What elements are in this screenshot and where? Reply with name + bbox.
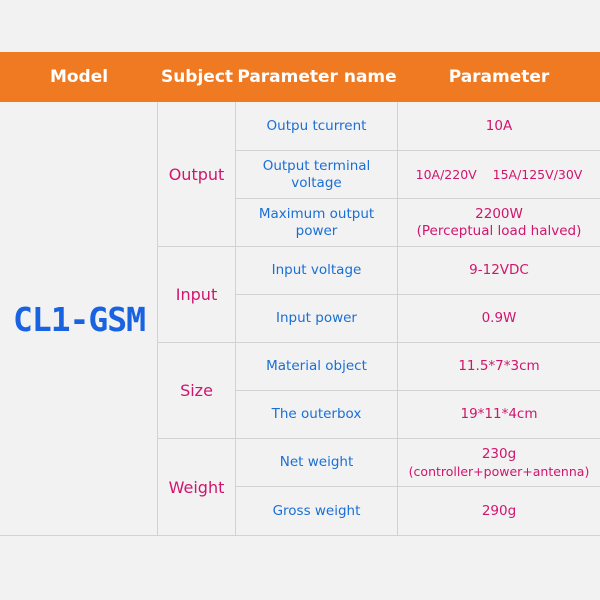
header-model: Model (49, 67, 109, 87)
grid-line (157, 438, 600, 439)
grid-line (235, 390, 600, 391)
param-name-input-voltage: Input voltage (271, 262, 362, 278)
param-name-gross-weight: Gross weight (272, 502, 361, 519)
desc-line: (Perceptual load halved) (416, 222, 582, 239)
param-desc-input-power: 0.9W (398, 295, 600, 342)
param-name-output-terminal-voltage: Output terminal voltage (262, 157, 371, 191)
param-name-material-object: Material object (266, 358, 367, 374)
grid-line (157, 102, 158, 536)
param-desc-material-object: 11.5*7*3cm (398, 343, 600, 390)
desc-line: 2200W (475, 205, 523, 222)
grid-line (235, 102, 236, 536)
desc-line: 10A/220V 15A/125V/30V (415, 167, 583, 182)
param-desc-net-weight: 230g (controller+power+antenna) (398, 439, 600, 486)
param-name-maximum-output-power: Maximum output power (258, 205, 375, 239)
header-parameter-description: Parameter description (445, 67, 553, 137)
subject-size: Size (180, 381, 213, 400)
table-header-bar (0, 52, 600, 102)
param-desc-gross-weight: 290g (398, 487, 600, 535)
grid-line (0, 535, 600, 536)
param-desc-outerbox: 19*11*4cm (398, 391, 600, 438)
desc-line: 290g (481, 502, 517, 519)
grid-line (157, 246, 600, 247)
header-subject: Subject (160, 67, 234, 87)
param-name-output-current: Outpu tcurrent (266, 117, 367, 134)
grid-line (235, 486, 600, 487)
desc-line: 230g (481, 445, 517, 462)
param-desc-output-terminal-voltage: 10A/220V 15A/125V/30V (398, 151, 600, 198)
param-name-net-weight: Net weight (279, 454, 354, 470)
desc-line: 10A (485, 117, 513, 134)
grid-line (235, 150, 600, 151)
desc-line: 19*11*4cm (460, 406, 538, 422)
param-desc-output-current: 10A (398, 102, 600, 150)
desc-line: 0.9W (481, 310, 517, 326)
model-name: CL1-GSM (12, 299, 146, 339)
subject-output: Output (168, 164, 225, 184)
grid-line (235, 294, 600, 295)
grid-line (397, 102, 398, 536)
param-name-input-power: Input power (276, 310, 357, 326)
grid-line (157, 342, 600, 343)
subject-input: Input (175, 285, 218, 304)
header-parameter-name: Parameter name (237, 67, 397, 87)
desc-line: 9-12VDC (469, 262, 529, 278)
desc-line: 11.5*7*3cm (458, 358, 540, 374)
param-name-outerbox: The outerbox (271, 406, 362, 422)
desc-line: (controller+power+antenna) (408, 463, 590, 479)
param-desc-maximum-output-power: 2200W (Perceptual load halved) (398, 199, 600, 246)
param-desc-input-voltage: 9-12VDC (398, 247, 600, 294)
grid-line (235, 198, 600, 199)
subject-weight: Weight (168, 477, 225, 497)
spec-table-body (0, 102, 600, 536)
